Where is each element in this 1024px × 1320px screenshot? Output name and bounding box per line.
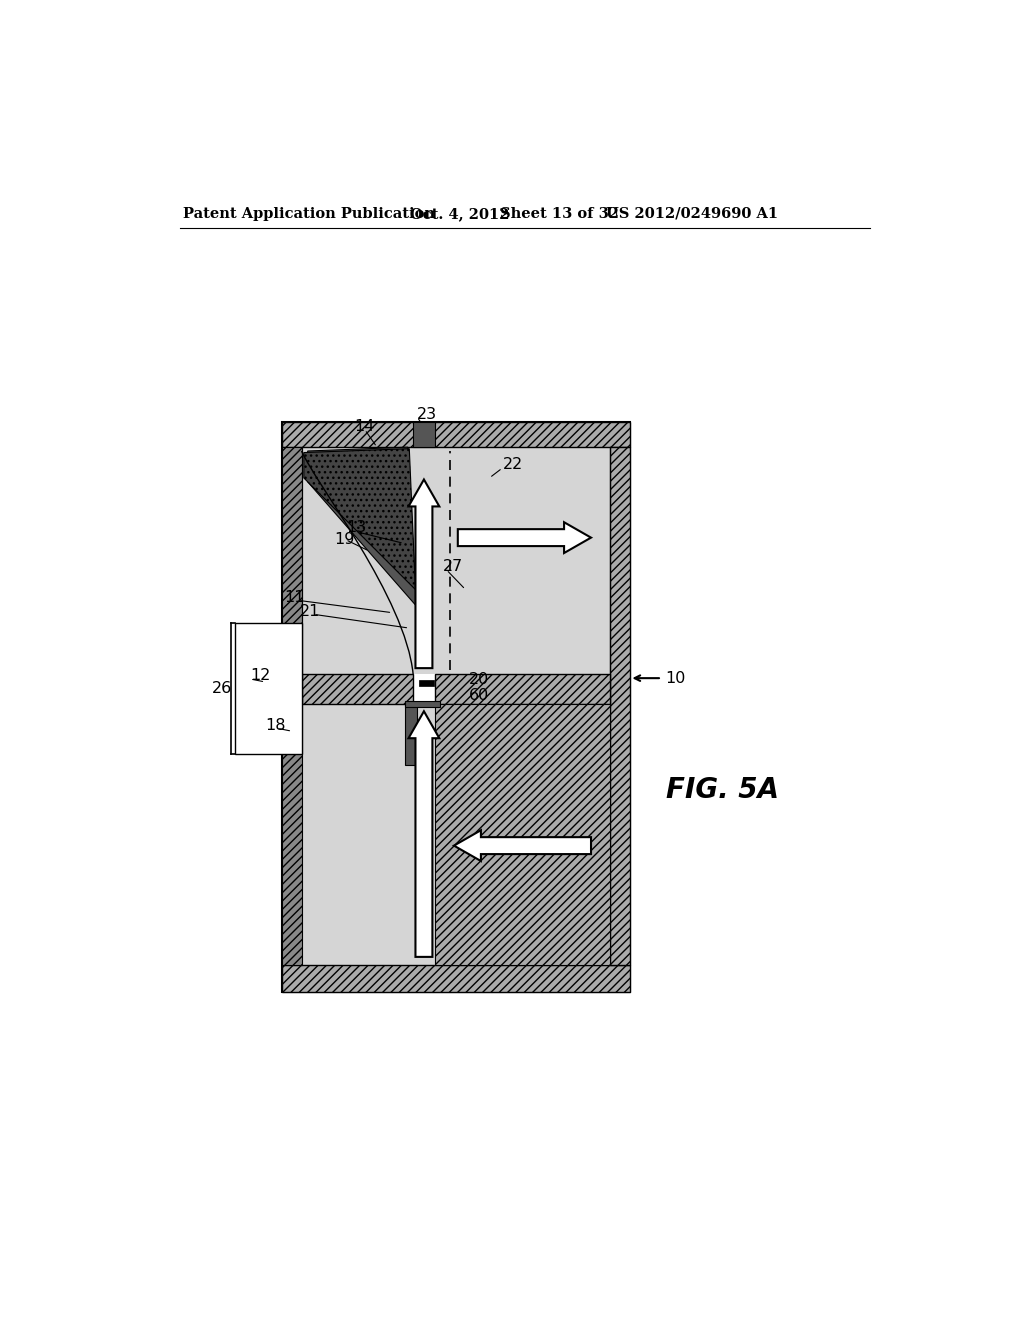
Text: 21: 21 xyxy=(300,603,321,619)
Bar xyxy=(406,701,440,708)
Text: Sheet 13 of 32: Sheet 13 of 32 xyxy=(500,207,620,220)
Polygon shape xyxy=(409,711,439,957)
Bar xyxy=(283,422,630,991)
Text: 14: 14 xyxy=(354,418,374,434)
Polygon shape xyxy=(409,479,439,668)
Bar xyxy=(283,965,630,991)
Bar xyxy=(234,623,301,755)
Bar xyxy=(406,704,417,766)
Text: 26: 26 xyxy=(211,681,231,697)
Text: 13: 13 xyxy=(346,520,367,536)
Text: Oct. 4, 2012: Oct. 4, 2012 xyxy=(410,207,510,220)
Bar xyxy=(435,704,610,965)
Text: 12: 12 xyxy=(250,668,270,684)
Text: Patent Application Publication: Patent Application Publication xyxy=(183,207,435,220)
Polygon shape xyxy=(304,449,416,590)
Text: 11: 11 xyxy=(285,590,305,605)
Bar xyxy=(301,704,610,965)
Bar xyxy=(283,422,630,447)
Bar xyxy=(413,422,435,447)
Bar xyxy=(283,447,301,965)
Text: 20: 20 xyxy=(469,672,489,688)
Bar xyxy=(419,680,434,686)
Bar xyxy=(435,675,610,704)
Text: 60: 60 xyxy=(469,688,489,704)
Text: 10: 10 xyxy=(666,671,686,685)
Polygon shape xyxy=(454,830,591,861)
Text: 22: 22 xyxy=(503,457,522,473)
Bar xyxy=(301,675,413,704)
Bar xyxy=(301,447,610,675)
Text: 27: 27 xyxy=(442,558,463,574)
Text: 18: 18 xyxy=(265,718,286,733)
Bar xyxy=(610,447,630,965)
Text: 23: 23 xyxy=(417,407,437,421)
Polygon shape xyxy=(458,523,591,553)
Text: US 2012/0249690 A1: US 2012/0249690 A1 xyxy=(605,207,778,220)
Text: FIG. 5A: FIG. 5A xyxy=(666,776,778,804)
Text: 19: 19 xyxy=(335,532,355,546)
Polygon shape xyxy=(307,447,416,605)
